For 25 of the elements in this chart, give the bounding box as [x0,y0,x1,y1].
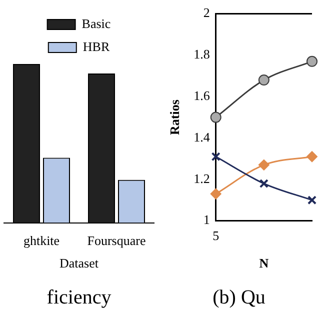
point [211,152,220,162]
point [306,56,318,67]
point [307,196,317,205]
y-tick-label: 1.2 [194,170,210,186]
point [210,112,222,123]
y-axis-title: Ratios [167,100,182,135]
y-tick-label: 2 [203,5,210,20]
point [306,151,318,162]
text: ficiency [46,286,112,308]
point [210,188,222,200]
x-tick-label: 5 [212,228,220,244]
x-tick-label: Foursquare [87,233,146,248]
x-axis-title: Dataset [60,256,99,271]
point [259,179,268,188]
x-axis-title: N [259,256,270,271]
legend-label: HBR [82,38,110,54]
y-tick-label: 1.4 [194,129,210,144]
x-tick-label: ghtkite [23,233,60,248]
point [258,159,270,170]
point [258,74,270,86]
y-tick-label: 1.6 [194,88,210,104]
y-tick-label: 1 [203,212,210,228]
legend-label: Basic [82,16,111,31]
text: (b) Qu [212,286,266,308]
y-tick-label: 1.8 [194,46,210,62]
